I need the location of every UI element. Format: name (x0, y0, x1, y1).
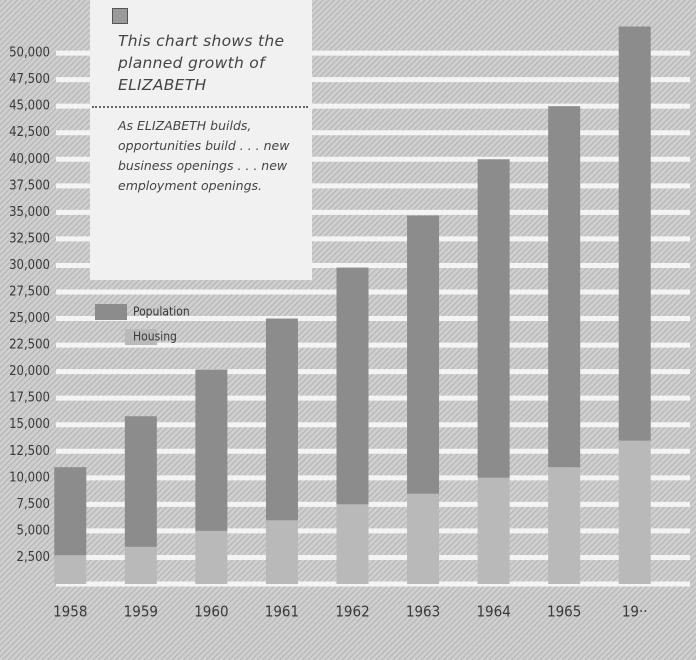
bar (548, 106, 581, 468)
box-icon (112, 8, 128, 24)
y-tick-label: 37,500 (9, 178, 50, 193)
y-tick-label: 12,500 (9, 444, 50, 459)
y-tick-label: 27,500 (9, 285, 50, 300)
bar (407, 215, 440, 494)
divider (92, 106, 308, 108)
bar (618, 440, 651, 584)
bar (54, 555, 87, 584)
info-box: This chart shows the planned growth of E… (90, 0, 312, 280)
chart-title: This chart shows the planned growth of E… (118, 32, 285, 94)
x-tick-label: 1959 (124, 603, 158, 621)
bar (618, 26, 651, 441)
legend-label: Housing (133, 330, 177, 344)
x-tick-label: 1964 (476, 603, 510, 621)
bar (265, 318, 298, 521)
bar (124, 416, 157, 547)
y-tick-label: 10,000 (9, 470, 50, 485)
bar (54, 467, 87, 556)
bar (477, 159, 510, 478)
x-tick-label: 1961 (265, 603, 299, 621)
y-tick-label: 50,000 (9, 46, 50, 61)
y-tick-label: 30,000 (9, 258, 50, 273)
y-tick-label: 15,000 (9, 417, 50, 432)
x-tick-label: 1962 (335, 603, 369, 621)
y-tick-label: 25,000 (9, 311, 50, 326)
bar (195, 530, 228, 584)
bar (195, 369, 228, 531)
legend-swatch (95, 304, 127, 320)
y-tick-label: 47,500 (9, 72, 50, 87)
legend-swatch (125, 329, 157, 345)
y-tick-label: 40,000 (9, 152, 50, 167)
bar (336, 267, 369, 505)
y-tick-label: 32,500 (9, 231, 50, 246)
annotation: As ELIZABETH builds, opportunities build… (118, 118, 290, 193)
legend-label: Population (133, 305, 190, 319)
bar (548, 467, 581, 584)
x-tick-label: 1963 (406, 603, 440, 621)
y-tick-label: 22,500 (9, 338, 50, 353)
y-tick-label: 17,500 (9, 391, 50, 406)
bar (336, 504, 369, 584)
bar (407, 493, 440, 584)
y-tick-label: 35,000 (9, 205, 50, 220)
y-tick-label: 20,000 (9, 364, 50, 379)
x-tick-label: 1958 (53, 603, 87, 621)
y-tick-label: 45,000 (9, 99, 50, 114)
bar (477, 477, 510, 584)
y-tick-label: 5,000 (17, 523, 50, 538)
x-tick-label: 19·· (622, 603, 648, 621)
x-tick-label: 1965 (547, 603, 581, 621)
x-tick-label: 1960 (194, 603, 228, 621)
y-tick-label: 2,500 (17, 550, 50, 565)
bar (124, 546, 157, 584)
y-tick-label: 7,500 (17, 497, 50, 512)
bar (265, 520, 298, 584)
y-tick-label: 42,500 (9, 125, 50, 140)
